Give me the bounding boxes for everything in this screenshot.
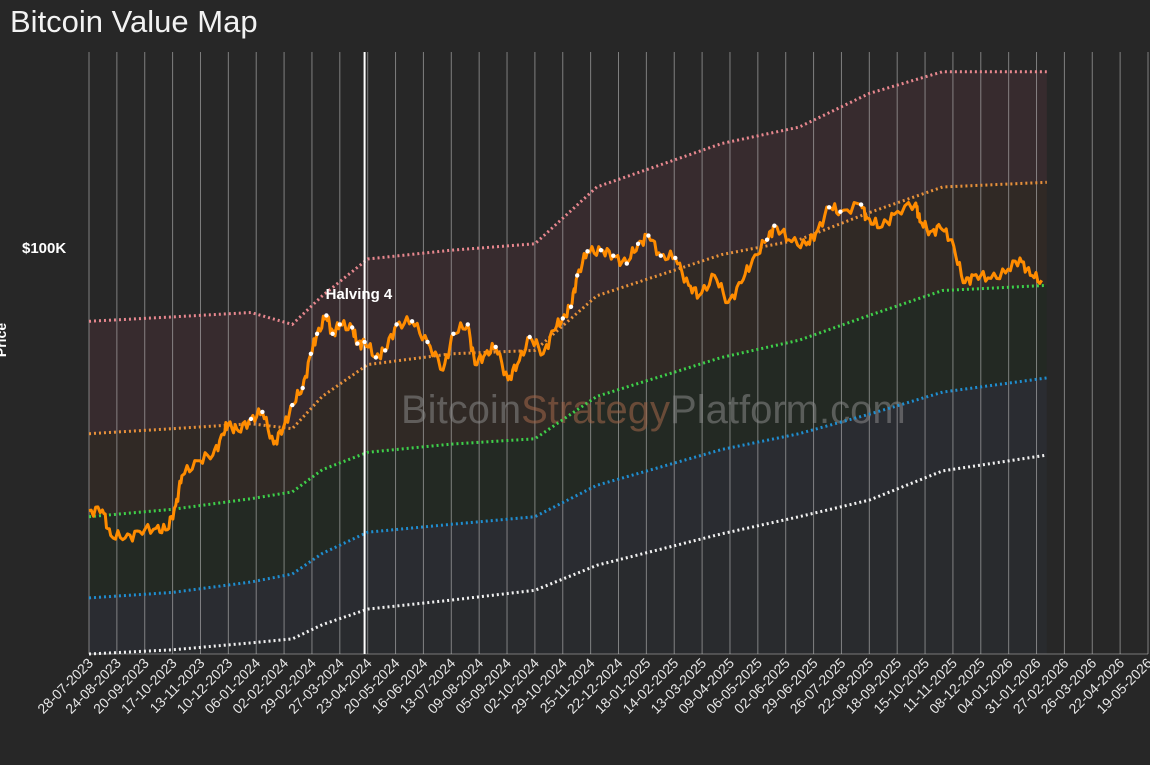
band-line-fair	[88, 283, 1047, 519]
price-point-2024-11-06	[568, 304, 574, 309]
band-line-floor	[88, 453, 1048, 656]
price-point-2025-02-01	[658, 253, 663, 258]
price-point-2024-07-29	[465, 322, 470, 327]
zone-top	[89, 71, 1047, 434]
price-point-2024-06-20	[425, 339, 430, 345]
price-point-2025-07-25	[838, 209, 843, 214]
price-point-2024-02-10	[290, 402, 295, 408]
band-line-upper	[88, 180, 1047, 436]
price-point-2024-03-14	[324, 313, 329, 318]
price-point-2024-11-12	[575, 273, 580, 278]
zone-floor	[89, 455, 1047, 654]
price-point-2024-06-05	[409, 319, 415, 324]
price-point-2024-05-10	[383, 348, 388, 353]
price-point-2024-03-20	[330, 331, 335, 336]
y-axis: $100K Price	[0, 240, 66, 357]
price-point-2024-09-27	[527, 334, 532, 340]
price-point-2024-12-05	[598, 248, 604, 253]
halving-label: Halving 4	[326, 286, 393, 303]
price-point-2024-07-15	[451, 331, 456, 336]
price-point-2024-03-05	[314, 331, 320, 336]
price-point-2024-02-28	[308, 351, 314, 356]
price-point-2025-01-20	[646, 233, 651, 238]
halving-marker: Halving 4	[326, 52, 393, 654]
zone-lower	[89, 377, 1047, 654]
watermark: BitcoinStrategyPlatform.com	[401, 388, 906, 432]
zone-upper	[89, 182, 1047, 517]
price-point-2024-03-27	[337, 322, 342, 327]
x-axis: 28-07-202324-08-202320-09-202317-10-2023…	[34, 655, 1150, 717]
price-point-2024-01-01	[248, 416, 254, 422]
price-point-2024-04-20	[362, 339, 367, 345]
price-point-2025-07-14	[826, 205, 832, 210]
watermark-text: BitcoinStrategyPlatform.com	[401, 388, 906, 432]
price-point-2025-02-15	[673, 255, 678, 261]
price-point-2024-11-22	[585, 249, 590, 254]
value-zone-shading	[89, 71, 1047, 654]
price-point-2024-12-30	[624, 261, 629, 266]
price-point-2024-12-17	[611, 253, 616, 258]
price-point-2025-05-15	[764, 237, 770, 242]
y-tick-label: $100K	[22, 240, 66, 257]
y-axis-label: Price	[0, 323, 9, 357]
price-point-2025-05-22	[772, 223, 777, 228]
price-point-2024-04-13	[355, 341, 360, 346]
price-point-2025-08-14	[858, 202, 864, 207]
zone-fair	[89, 285, 1047, 598]
price-point-2024-04-08	[350, 325, 355, 330]
price-point-2025-01-10	[635, 241, 641, 246]
price-line	[88, 201, 1043, 543]
price-point-2024-02-20	[300, 385, 305, 391]
band-line-top	[88, 70, 1047, 327]
price-point-2024-05-21	[394, 322, 399, 327]
price-point-2024-05-01	[373, 355, 379, 360]
price-point-2024-08-25	[493, 344, 498, 350]
watermark-part-0: Bitcoin	[401, 388, 521, 432]
price-point-2024-01-12	[260, 409, 265, 415]
watermark-part-1: Strategy	[521, 388, 670, 432]
price-point-2024-10-29	[560, 316, 565, 321]
watermark-part-2: Platform.com	[670, 388, 906, 432]
price-series	[88, 201, 1043, 543]
chart-title: Bitcoin Value Map	[10, 4, 258, 39]
value-bands	[88, 70, 1048, 656]
